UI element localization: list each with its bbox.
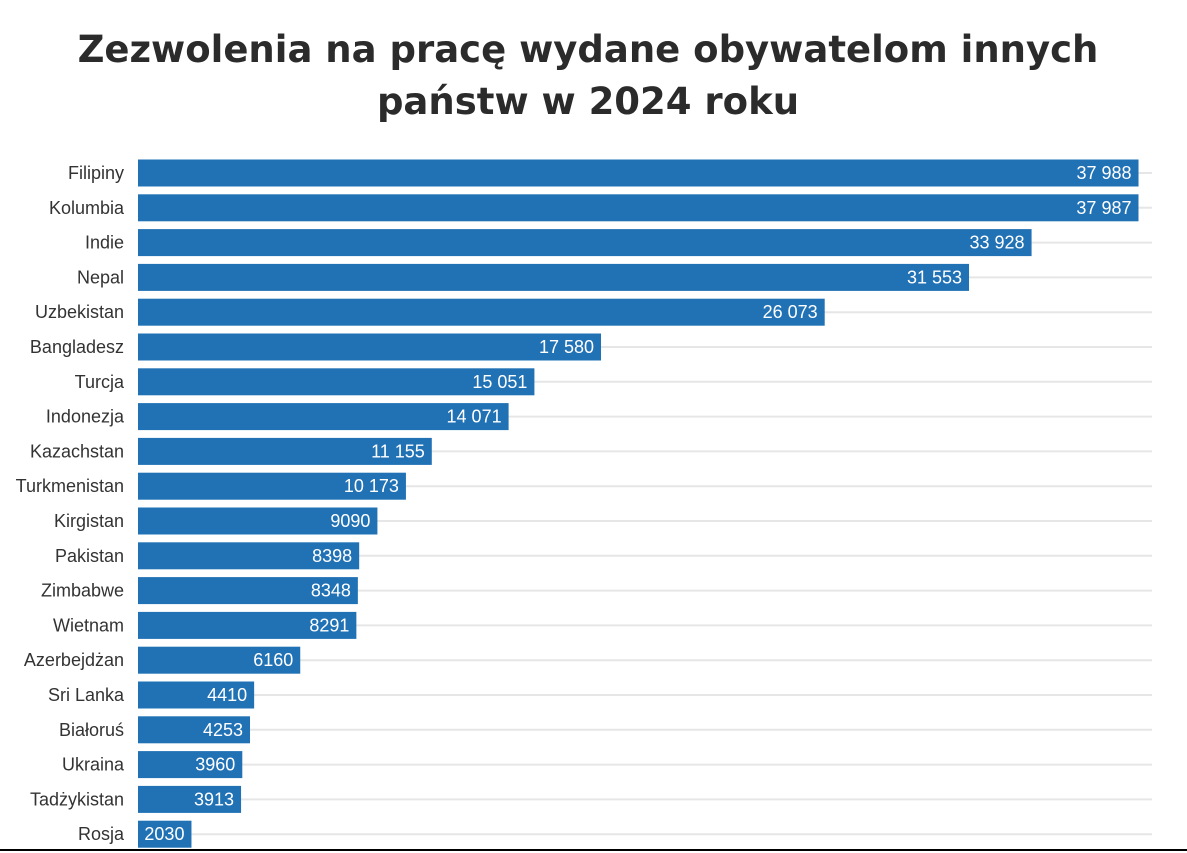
value-label: 3960 bbox=[195, 755, 235, 775]
category-label: Pakistan bbox=[55, 546, 124, 566]
bar bbox=[138, 368, 535, 396]
value-label: 10 173 bbox=[344, 476, 399, 496]
value-label: 3913 bbox=[194, 789, 234, 809]
category-label: Filipiny bbox=[68, 163, 124, 183]
value-label: 11 155 bbox=[371, 441, 425, 461]
category-label: Sri Lanka bbox=[48, 685, 125, 705]
bar bbox=[138, 403, 509, 431]
bar bbox=[138, 681, 255, 709]
value-label: 8348 bbox=[311, 581, 351, 601]
chart-title: Zezwolenia na pracę wydane obywatelom in… bbox=[77, 28, 1099, 123]
bar bbox=[138, 298, 825, 326]
bar bbox=[138, 159, 1139, 187]
value-label: 6160 bbox=[253, 650, 293, 670]
bars bbox=[138, 159, 1139, 848]
value-label: 9090 bbox=[330, 511, 370, 531]
value-label: 15 051 bbox=[472, 372, 527, 392]
category-label: Zimbabwe bbox=[41, 581, 124, 601]
bar bbox=[138, 542, 360, 570]
category-label: Turkmenistan bbox=[16, 476, 124, 496]
bar bbox=[138, 229, 1032, 257]
value-label: 4410 bbox=[207, 685, 247, 705]
value-label: 8398 bbox=[312, 546, 352, 566]
value-label: 26 073 bbox=[763, 302, 818, 322]
category-label: Białoruś bbox=[59, 720, 124, 740]
bar bbox=[138, 716, 251, 744]
bar bbox=[138, 646, 301, 674]
category-label: Turcja bbox=[75, 372, 125, 392]
category-label: Indonezja bbox=[46, 407, 125, 427]
bar bbox=[138, 577, 358, 605]
category-label: Wietnam bbox=[53, 615, 124, 635]
bar bbox=[138, 194, 1139, 222]
bar bbox=[138, 785, 242, 813]
category-label: Kazachstan bbox=[30, 441, 124, 461]
bar bbox=[138, 751, 243, 779]
value-label: 33 928 bbox=[970, 233, 1025, 253]
value-label: 4253 bbox=[203, 720, 243, 740]
labels: Filipiny 37 988 Kolumbia 37 987 Indie 33 928 N… bbox=[16, 163, 1132, 844]
value-label: 37 987 bbox=[1076, 198, 1131, 218]
bar bbox=[138, 820, 192, 848]
value-label: 14 071 bbox=[447, 407, 502, 427]
value-label: 37 988 bbox=[1076, 163, 1131, 183]
category-label: Indie bbox=[85, 233, 124, 253]
value-label: 17 580 bbox=[539, 337, 594, 357]
category-label: Nepal bbox=[77, 267, 124, 287]
category-label: Uzbekistan bbox=[35, 302, 124, 322]
category-label: Kirgistan bbox=[54, 511, 124, 531]
category-label: Kolumbia bbox=[49, 198, 125, 218]
bar bbox=[138, 437, 432, 465]
bar bbox=[138, 472, 406, 500]
value-label: 8291 bbox=[309, 615, 349, 635]
category-label: Rosja bbox=[78, 824, 125, 844]
value-label: 31 553 bbox=[907, 267, 962, 287]
bar bbox=[138, 507, 378, 535]
category-label: Tadżykistan bbox=[30, 789, 124, 809]
category-label: Azerbejdżan bbox=[24, 650, 124, 670]
category-label: Ukraina bbox=[62, 755, 125, 775]
category-label: Bangladesz bbox=[30, 337, 124, 357]
bar bbox=[138, 263, 970, 291]
value-label: 2030 bbox=[144, 824, 184, 844]
bar bbox=[138, 333, 602, 361]
bar bbox=[138, 611, 357, 639]
